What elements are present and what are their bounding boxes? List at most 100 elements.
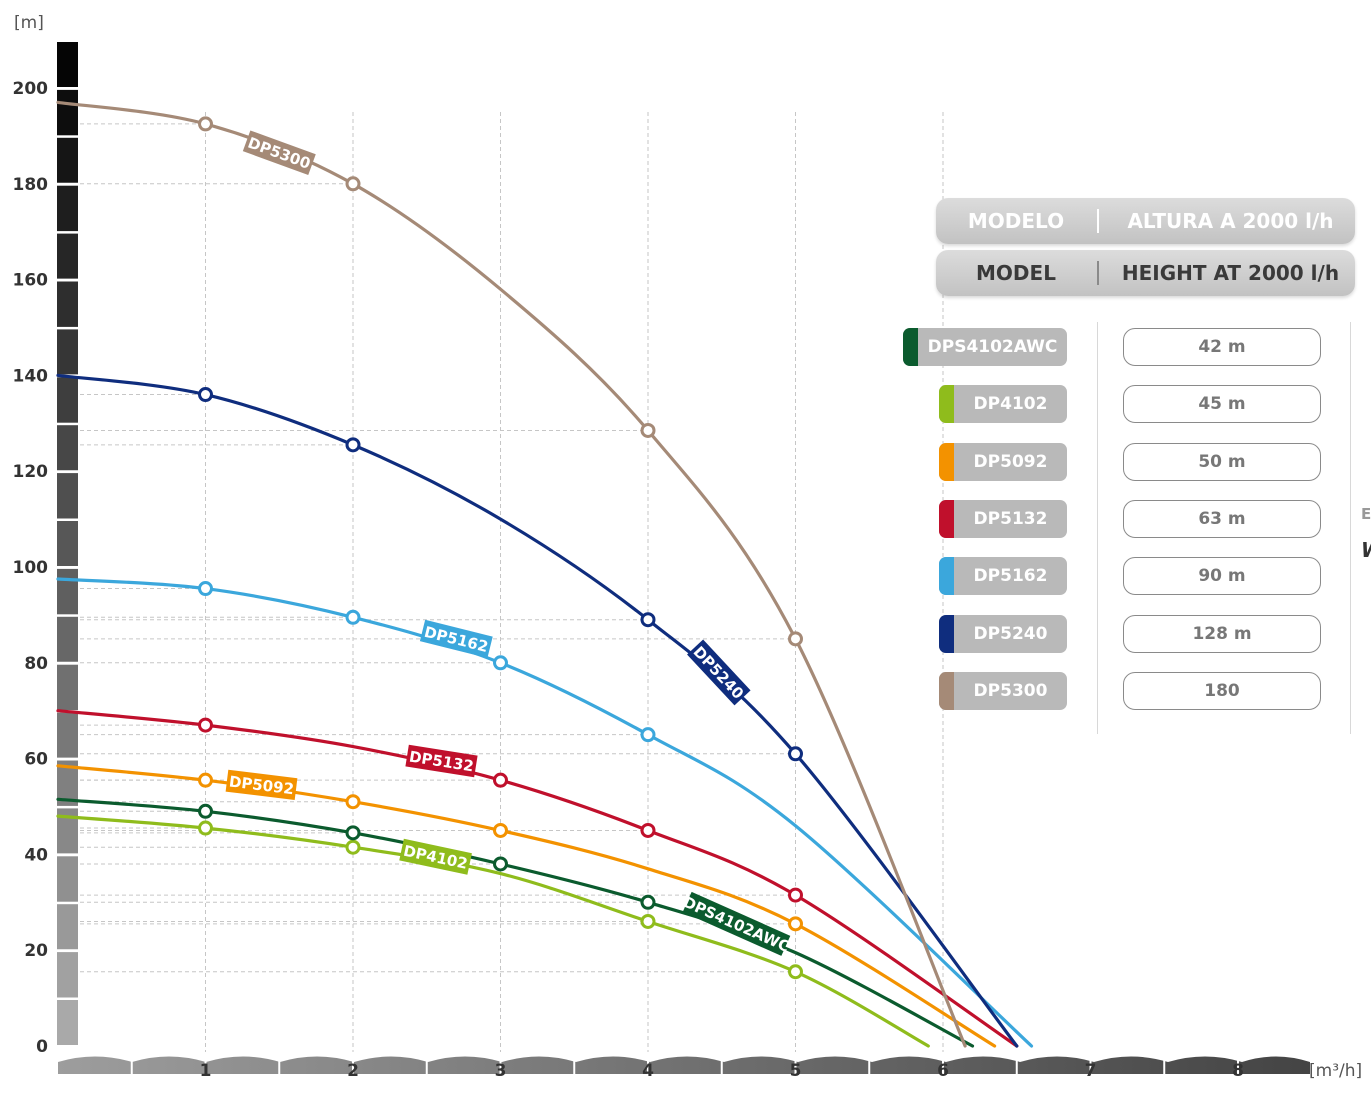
model-name: DP5132 xyxy=(973,508,1048,529)
marker-dp4102 xyxy=(640,913,656,929)
scale-segment xyxy=(57,185,78,232)
x-tick-label: 5 xyxy=(790,1061,802,1081)
x-tick-label: 2 xyxy=(347,1061,359,1081)
x-tick-label: 4 xyxy=(642,1061,654,1081)
table-header-es: MODELO ALTURA A 2000 l/h xyxy=(936,198,1355,244)
y-tick-label: 200 xyxy=(13,79,49,99)
marker-dp5162 xyxy=(640,727,656,743)
scale-segment xyxy=(57,281,78,327)
table-row: DP5300 180 xyxy=(0,671,1371,710)
curve-label-bg xyxy=(687,639,751,706)
marker-dp5162 xyxy=(493,655,508,671)
height-value: 45 m xyxy=(1123,385,1321,424)
marker-dp5240 xyxy=(788,746,803,762)
scale-segment xyxy=(57,42,78,88)
header-separator xyxy=(1097,209,1099,233)
y-tick-label: 160 xyxy=(13,271,49,291)
marker-dp5092 xyxy=(345,794,361,810)
curve-label-dp5092: DP5092 xyxy=(228,772,295,798)
model-tag: DP5132 xyxy=(939,499,1067,538)
curve-label-bg xyxy=(242,130,316,175)
scale-segment xyxy=(57,616,78,663)
model-name: DP5092 xyxy=(973,451,1048,472)
y-axis-unit: [m] xyxy=(14,13,44,33)
y-tick-label: 40 xyxy=(24,845,48,865)
marker-dp5240 xyxy=(198,387,213,403)
model-tag: DP5092 xyxy=(939,442,1067,481)
curve-label-dp5300: DP5300 xyxy=(245,134,312,173)
marker-dp5092 xyxy=(198,772,213,788)
curve-dps4102awc xyxy=(56,797,975,1048)
curve-markers xyxy=(198,116,803,980)
model-tag: DP5240 xyxy=(939,614,1067,653)
curve-label-bg xyxy=(399,838,472,875)
model-name: DP4102 xyxy=(973,394,1048,415)
curve-label-group: DP4102 xyxy=(399,838,472,875)
marker-dp4102 xyxy=(198,820,213,836)
model-tag: DPS4102AWC xyxy=(903,328,1067,366)
x-tick-label: 1 xyxy=(200,1061,212,1081)
height-value: 180 xyxy=(1123,671,1321,710)
model-tag: DP5300 xyxy=(939,671,1067,710)
scale-segment xyxy=(57,473,78,519)
marker-dps4102awc xyxy=(640,894,656,910)
table-divider xyxy=(1097,322,1098,734)
model-color-swatch xyxy=(903,328,918,366)
table-row: DP5240 128 m xyxy=(0,614,1371,653)
table-row: DP5162 90 m xyxy=(0,557,1371,596)
height-value: 90 m xyxy=(1123,557,1321,596)
scale-segment xyxy=(57,904,78,950)
model-color-swatch xyxy=(939,385,954,424)
scale-segment xyxy=(57,233,78,279)
curve-label-group: DP5132 xyxy=(405,744,478,778)
marker-dp5300 xyxy=(788,631,803,647)
marker-dp5162 xyxy=(198,581,213,597)
wave-shape xyxy=(58,1056,1310,1074)
height-value: 50 m xyxy=(1123,442,1321,481)
marker-dp4102 xyxy=(345,839,361,855)
curve-label-group: DP5092 xyxy=(225,769,298,801)
marker-dps4102awc xyxy=(493,856,508,872)
curve-dp4102 xyxy=(56,814,930,1048)
y-tick-label: 0 xyxy=(36,1037,48,1057)
header-height-es: ALTURA A 2000 l/h xyxy=(1127,209,1334,233)
y-tick-label: 120 xyxy=(13,462,49,482)
marker-dp5092 xyxy=(788,916,803,932)
y-tick-label: 60 xyxy=(24,750,48,770)
marker-dp5092 xyxy=(493,822,508,838)
x-axis-wave-band xyxy=(58,1056,1310,1075)
model-name: DP5240 xyxy=(973,623,1048,644)
curve-label-group: DP5300 xyxy=(242,130,316,175)
table-row: DP5132 63 m xyxy=(0,499,1371,538)
marker-dp5132 xyxy=(788,887,803,903)
marker-dp5300 xyxy=(198,116,213,132)
scale-segment xyxy=(57,89,78,136)
model-name: DPS4102AWC xyxy=(927,337,1058,357)
model-tag: DP5162 xyxy=(939,557,1067,596)
curve-label-bg xyxy=(405,744,478,778)
scale-segment xyxy=(57,521,78,567)
marker-dp5300 xyxy=(640,422,656,438)
marker-dp5240 xyxy=(640,612,656,628)
scale-segment xyxy=(57,425,78,471)
marker-dp5132 xyxy=(493,772,508,788)
curve-dp5240 xyxy=(56,373,1019,1048)
header-model-en: MODEL xyxy=(976,261,1056,285)
x-tick-labels: 1 2 3 4 5 6 7 8 xyxy=(200,1061,1244,1081)
x-axis-unit: [m³/h] xyxy=(1309,1061,1362,1081)
header-model-es: MODELO xyxy=(967,209,1065,233)
model-color-swatch xyxy=(939,442,954,481)
curve-dp5300 xyxy=(56,100,967,1048)
y-axis-scale-bar xyxy=(57,42,80,1047)
header-height-en: HEIGHT AT 2000 l/h xyxy=(1121,261,1340,285)
curve-label-dps4102awc: DPS4102AWC xyxy=(680,893,792,956)
y-tick-label: 180 xyxy=(13,175,49,195)
model-color-swatch xyxy=(939,499,954,538)
marker-dps4102awc xyxy=(345,825,361,841)
scale-segment xyxy=(57,856,78,902)
marker-dps4102awc xyxy=(198,803,213,819)
x-tick-label: 6 xyxy=(937,1061,949,1081)
height-value: 63 m xyxy=(1123,499,1321,538)
scale-segment xyxy=(57,377,78,423)
x-tick-label: 3 xyxy=(495,1061,507,1081)
